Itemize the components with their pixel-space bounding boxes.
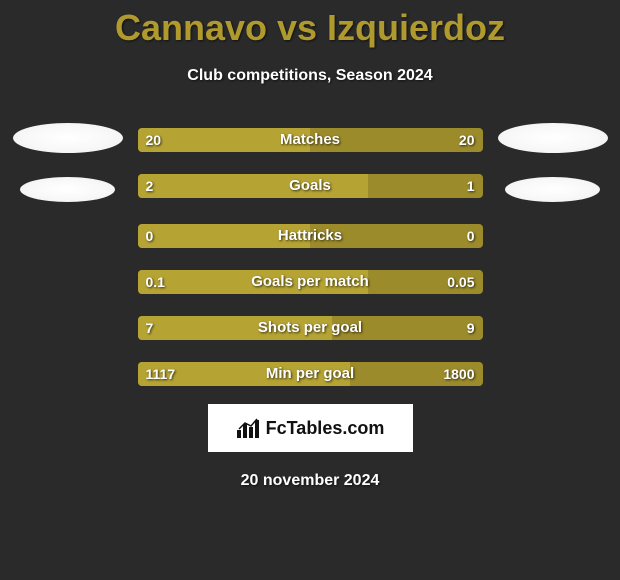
stat-right-value: 9 [467,316,475,340]
stat-left-value: 0.1 [146,270,165,294]
stat-bar: 20 Matches 20 [138,128,483,152]
stat-label: Matches [280,128,340,152]
subtitle: Club competitions, Season 2024 [0,67,620,85]
stat-right-value: 1800 [443,362,474,386]
chart-icon [236,418,260,438]
stat-label: Shots per goal [258,316,362,340]
player1-avatar-2 [20,177,115,202]
stat-right-value: 20 [459,128,475,152]
stat-bar: 2 Goals 1 [138,174,483,198]
stat-label: Goals [289,174,331,198]
stat-right-value: 0 [467,224,475,248]
stat-left-value: 7 [146,316,154,340]
stat-label: Goals per match [251,270,369,294]
stat-label: Hattricks [278,224,342,248]
page-title: Cannavo vs Izquierdoz [0,7,620,49]
logo-text: FcTables.com [266,418,385,439]
stat-left-value: 2 [146,174,154,198]
stat-bar: 0 Hattricks 0 [138,224,483,248]
stat-bar-fill [138,174,368,198]
stat-bar: 1117 Min per goal 1800 [138,362,483,386]
stat-left-value: 20 [146,128,162,152]
fctables-logo[interactable]: FcTables.com [208,404,413,452]
stat-bar: 0.1 Goals per match 0.05 [138,270,483,294]
stat-left-value: 0 [146,224,154,248]
stat-right-value: 0.05 [447,270,474,294]
stat-bar: 7 Shots per goal 9 [138,316,483,340]
player1-avatar [13,123,123,153]
date-text: 20 november 2024 [0,472,620,490]
player2-avatar-2 [505,177,600,202]
stat-right-value: 1 [467,174,475,198]
stat-left-value: 1117 [146,362,176,386]
player2-avatar [498,123,608,153]
stat-label: Min per goal [266,362,354,386]
